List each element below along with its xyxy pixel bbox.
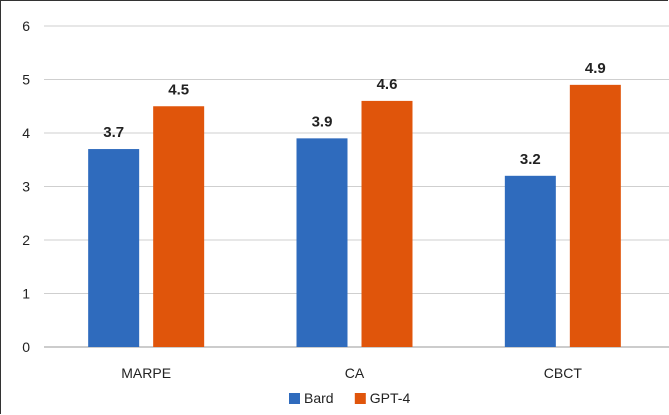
data-label: 3.7 bbox=[103, 124, 124, 141]
legend-swatch-bard bbox=[289, 393, 300, 404]
data-label: 3.9 bbox=[312, 113, 333, 130]
bar-gpt-4-cbct bbox=[569, 84, 621, 347]
legend-label: GPT-4 bbox=[370, 390, 411, 406]
legend-swatch-gpt-4 bbox=[354, 393, 366, 404]
bar-bard-cbct bbox=[504, 175, 556, 347]
data-label: 4.6 bbox=[377, 76, 398, 93]
bar-bard-ca bbox=[296, 138, 348, 347]
data-label: 3.2 bbox=[520, 151, 541, 168]
data-label: 4.5 bbox=[168, 81, 189, 98]
y-tick-label: 6 bbox=[22, 18, 30, 34]
y-tick-label: 1 bbox=[22, 286, 30, 302]
y-tick-label: 2 bbox=[22, 232, 30, 248]
legend-label: Bard bbox=[304, 390, 334, 406]
bar-bard-marpe bbox=[88, 149, 140, 347]
x-tick-label: CA bbox=[345, 365, 365, 381]
data-label: 4.9 bbox=[585, 60, 606, 77]
bar-gpt-4-ca bbox=[361, 100, 413, 348]
y-tick-label: 3 bbox=[22, 179, 30, 195]
y-tick-label: 4 bbox=[22, 125, 30, 141]
x-tick-label: CBCT bbox=[544, 365, 583, 381]
x-tick-label: MARPE bbox=[121, 365, 171, 381]
y-tick-label: 5 bbox=[22, 72, 30, 88]
bar-gpt-4-marpe bbox=[153, 106, 205, 347]
y-tick-label: 0 bbox=[22, 339, 30, 355]
